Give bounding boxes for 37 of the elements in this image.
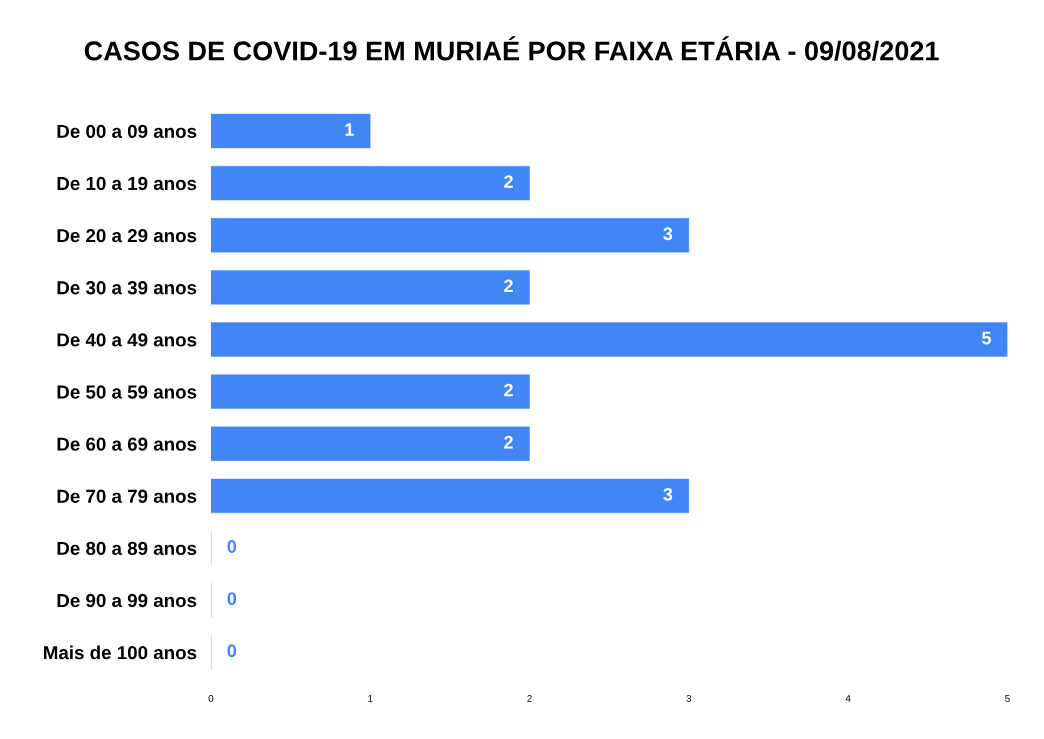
y-tick-label: De 00 a 09 anos bbox=[57, 124, 197, 139]
y-tick-label: De 20 a 29 anos bbox=[57, 228, 197, 243]
bar bbox=[210, 374, 530, 409]
y-tick-label: De 60 a 69 anos bbox=[57, 437, 197, 451]
bar bbox=[210, 113, 371, 149]
data-label: 2 bbox=[504, 175, 513, 188]
bar bbox=[210, 478, 690, 514]
data-label: 1 bbox=[345, 123, 354, 136]
y-tick-label: De 10 a 19 anos bbox=[57, 176, 197, 191]
y-tick-label: De 50 a 59 anos bbox=[57, 385, 197, 399]
y-tick-label: De 70 a 79 anos bbox=[57, 489, 197, 503]
data-label: 2 bbox=[504, 279, 513, 293]
x-tick-label: 5 bbox=[1005, 695, 1010, 702]
data-label: 2 bbox=[504, 435, 513, 449]
bar bbox=[210, 270, 530, 305]
x-tick-label: 1 bbox=[368, 695, 373, 702]
y-tick-label: De 90 a 99 anos bbox=[57, 593, 197, 608]
x-tick-label: 4 bbox=[845, 695, 851, 702]
data-label: 3 bbox=[663, 487, 673, 501]
data-label: 0 bbox=[227, 540, 237, 553]
data-label: 2 bbox=[504, 383, 513, 397]
data-label: 3 bbox=[663, 227, 673, 241]
y-tick-label: De 40 a 49 anos bbox=[57, 333, 197, 347]
y-tick-label: Mais de 100 anos bbox=[44, 645, 197, 660]
bar bbox=[210, 322, 1008, 357]
data-label: 5 bbox=[982, 331, 992, 345]
bar bbox=[210, 218, 690, 253]
chart-title: CASOS DE COVID-19 EM MURIAÉ POR FAIXA ETÁRIA - 09/08/2021 bbox=[84, 36, 939, 61]
data-label: 0 bbox=[227, 592, 237, 606]
bar bbox=[210, 166, 530, 201]
y-tick-label: De 80 a 89 anos bbox=[57, 541, 197, 556]
data-label: 0 bbox=[227, 644, 237, 658]
bar bbox=[210, 426, 530, 461]
y-tick-label: De 30 a 39 anos bbox=[57, 281, 197, 295]
x-tick-label: 2 bbox=[527, 694, 532, 702]
x-tick-label: 0 bbox=[208, 694, 214, 702]
x-tick-label: 3 bbox=[686, 694, 692, 702]
